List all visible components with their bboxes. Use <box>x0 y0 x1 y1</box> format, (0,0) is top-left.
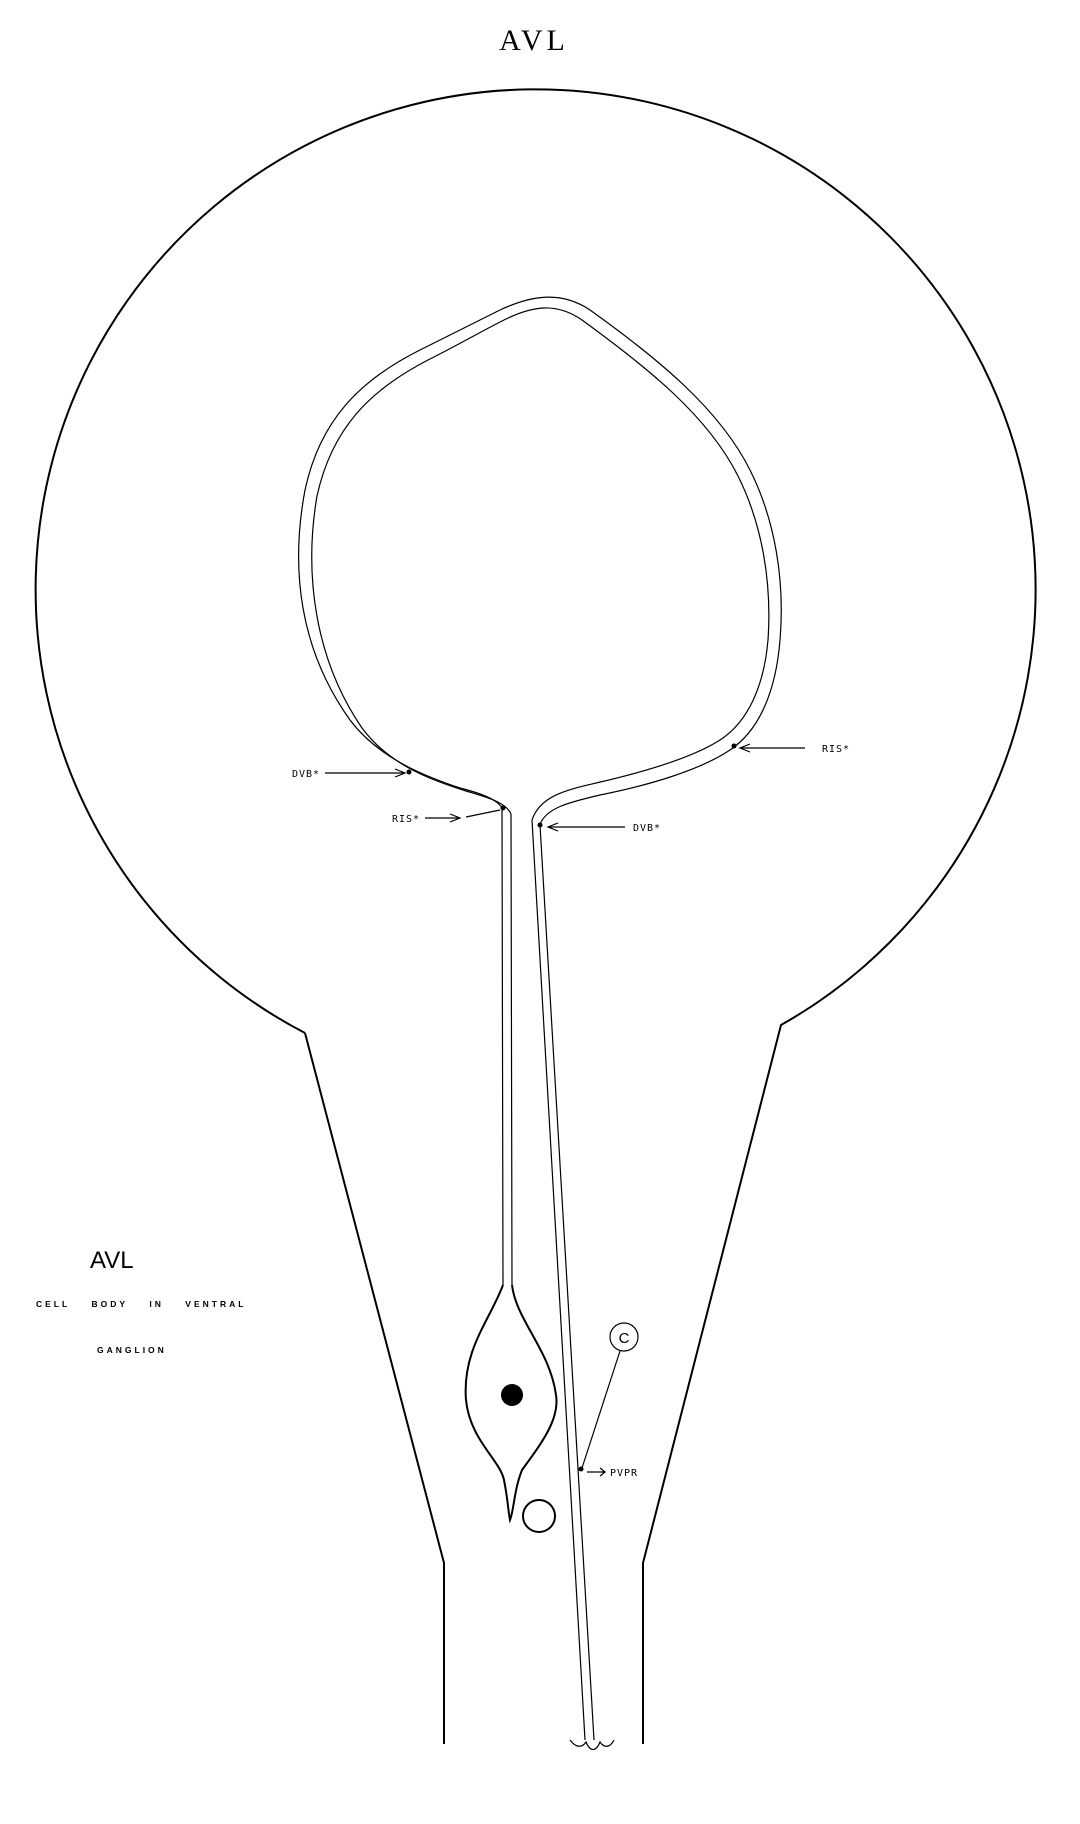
cell-nucleus <box>501 1384 523 1406</box>
neighbor-cell-circle <box>522 1499 556 1533</box>
process-right-stem <box>531 819 595 1741</box>
process-top-inner <box>503 307 770 821</box>
pvpr-synapse-dot <box>578 1466 584 1472</box>
dvb-right-arrow <box>546 822 625 832</box>
process-left-stem <box>501 807 513 1286</box>
ris-right-label: RIS* <box>822 744 850 755</box>
legend-line-1: CELL BODY IN VENTRAL <box>36 1299 246 1309</box>
legend-title: AVL <box>90 1247 134 1274</box>
process-left-outer <box>298 309 503 809</box>
ris-right-arrow <box>738 743 805 753</box>
body-outline <box>34 88 1037 1744</box>
process-top <box>499 296 782 826</box>
ris-left-arrow <box>425 809 501 823</box>
process-cut-end <box>569 1739 615 1751</box>
pvpr-label: PVPR <box>610 1468 638 1479</box>
c-marker-label: C <box>619 1330 630 1347</box>
diagram-title: AVL <box>499 24 569 57</box>
cell-body <box>464 1284 558 1524</box>
dvb-left-arrow <box>325 768 407 778</box>
pvpr-arrow <box>587 1467 606 1477</box>
dvb-right-synapse-dot <box>537 822 543 828</box>
dvb-left-synapse-dot <box>406 769 412 775</box>
ris-left-synapse-dot <box>500 805 506 811</box>
ris-right-synapse-dot <box>731 743 737 749</box>
ris-left-label: RIS* <box>392 814 420 825</box>
process-left-inner <box>311 319 512 815</box>
dvb-right-label: DVB* <box>633 823 661 834</box>
c-marker-circle <box>609 1322 639 1352</box>
dvb-left-label: DVB* <box>292 769 320 780</box>
legend-line-2: GANGLION <box>97 1345 167 1355</box>
c-marker-pointer <box>581 1350 621 1469</box>
